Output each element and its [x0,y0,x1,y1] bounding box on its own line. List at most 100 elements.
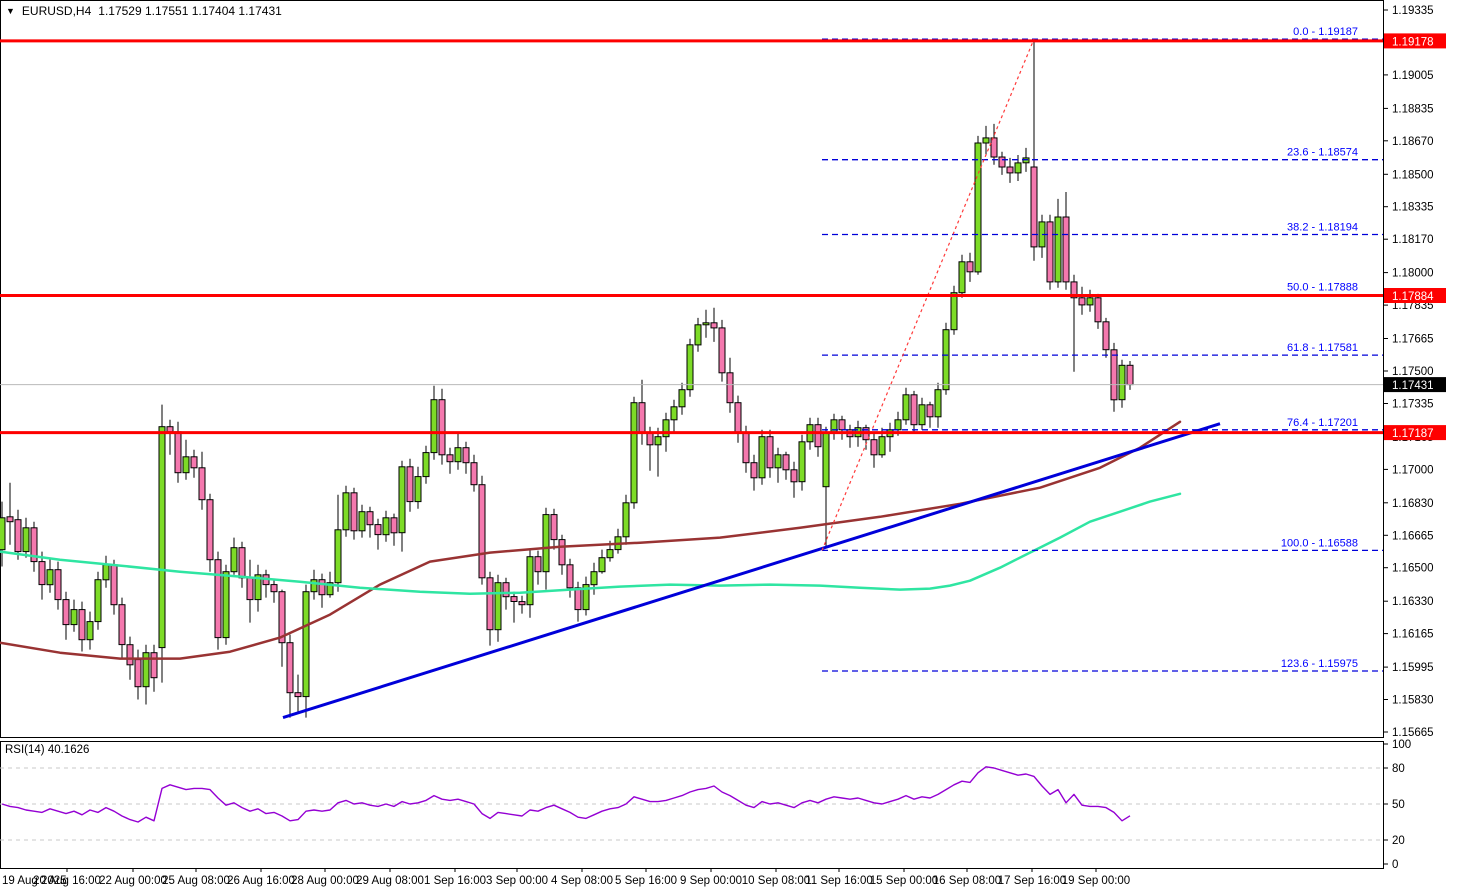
price-tick-label: 1.15830 [1392,695,1434,707]
candle-bearish [710,322,718,329]
candle-bullish [414,476,422,503]
candle-bearish [286,642,294,694]
candle-bearish [238,547,246,579]
candle-bearish [910,394,918,426]
price-badge-value: 1.17884 [1392,291,1434,303]
candle-bearish [990,137,998,158]
rsi-tick-label: 80 [1392,763,1405,775]
price-tick-label: 1.16500 [1392,563,1434,575]
candle-bullish [86,621,94,641]
candle-bearish [1006,166,1014,174]
rsi-tick-label: 20 [1392,835,1405,847]
fib-level-label: 38.2 - 1.18194 [1287,221,1358,233]
candle-bearish [550,514,558,541]
candle-bearish [838,419,846,431]
candle-bearish [390,517,398,534]
candle-bearish [246,577,254,601]
candle-bullish [1054,216,1062,283]
chart-title-bar: ▼ EURUSD,H4 1.17529 1.17551 1.17404 1.17… [6,4,282,18]
candle-bearish [814,424,822,448]
candle-bullish [830,419,838,434]
candle-bearish [534,556,542,573]
candle-bearish [566,564,574,589]
candle-bearish [438,399,446,456]
price-badge-value: 1.17431 [1392,380,1434,392]
fib-level-label: 123.6 - 1.15975 [1281,658,1358,670]
price-tick-label: 1.17500 [1392,366,1434,378]
candle-bearish [62,599,70,626]
time-axis-label: 9 Sep 00:00 [680,875,742,887]
candle-bullish [686,344,694,391]
time-axis-label: 19 Aug 2025 [2,875,67,887]
trendline[interactable] [282,422,1221,720]
candle-bearish [870,439,878,456]
candle-bearish [406,466,414,503]
candle-bearish [6,516,14,523]
price-tick-label: 1.15995 [1392,662,1434,674]
time-axis-label: 1 Sep 16:00 [424,875,486,887]
time-axis-label: 4 Sep 08:00 [551,875,613,887]
candle-bullish [758,436,766,479]
candle-bullish [142,652,150,688]
candle-bullish [878,436,886,456]
fib-level-label: 0.0 - 1.19187 [1293,26,1358,38]
symbol-dropdown-icon[interactable]: ▼ [6,6,15,16]
candle-bearish [270,584,278,593]
candle-bullish [326,582,334,596]
price-tick-label: 1.19005 [1392,70,1434,82]
candle-bearish [1062,216,1070,283]
candle-bearish [14,519,22,553]
candle-bullish [942,329,950,391]
candle-bullish [902,394,910,421]
candle-bullish [598,557,606,573]
candle-bullish [102,564,110,581]
candle-bullish [342,492,350,531]
candle-bullish [422,452,430,478]
candle-bullish [622,502,630,538]
symbol-label: EURUSD,H4 [21,4,92,18]
price-tick-label: 1.16330 [1392,596,1434,608]
candle-bullish [894,419,902,431]
candle-bullish [918,404,926,426]
candle-bearish [518,601,526,606]
candle-bullish [0,517,6,551]
candle-bullish [982,137,990,144]
candle-bearish [366,511,374,526]
candle-bullish [694,324,702,346]
price-badge-red [1384,288,1446,303]
time-axis-label: 20 Aug 16:00 [33,875,101,887]
candle-bearish [486,577,494,631]
candle-bearish [734,402,742,434]
candle-bearish [198,467,206,501]
price-tick-label: 1.18500 [1392,169,1434,181]
candle-bullish [950,292,958,331]
time-axis-label: 29 Aug 08:00 [356,875,424,887]
candle-bearish [446,454,454,463]
price-tick-label: 1.18335 [1392,202,1434,214]
candle-bearish [742,432,750,464]
candle-bearish [1102,321,1110,351]
candle-bearish [350,492,358,532]
candle-bullish [454,447,462,463]
candle-bullish [158,426,166,649]
candle-bullish [670,406,678,421]
candle-bearish [966,261,974,273]
price-badge-red [1384,33,1446,49]
price-tick-label: 1.17000 [1392,464,1434,476]
candle-bearish [502,582,510,598]
time-axis-label: 28 Aug 00:00 [291,875,359,887]
candle-bullish [798,441,806,483]
price-tick-label: 1.18835 [1392,103,1434,115]
candle-bullish [46,569,54,586]
candle-bullish [1086,297,1094,306]
candle-bullish [230,547,238,573]
candle-bullish [822,432,830,488]
candle-bullish [334,529,342,584]
candle-bearish [166,426,174,433]
rsi-tick-label: 0 [1392,859,1398,871]
candle-bullish [774,454,782,469]
candle-bearish [1030,166,1038,248]
